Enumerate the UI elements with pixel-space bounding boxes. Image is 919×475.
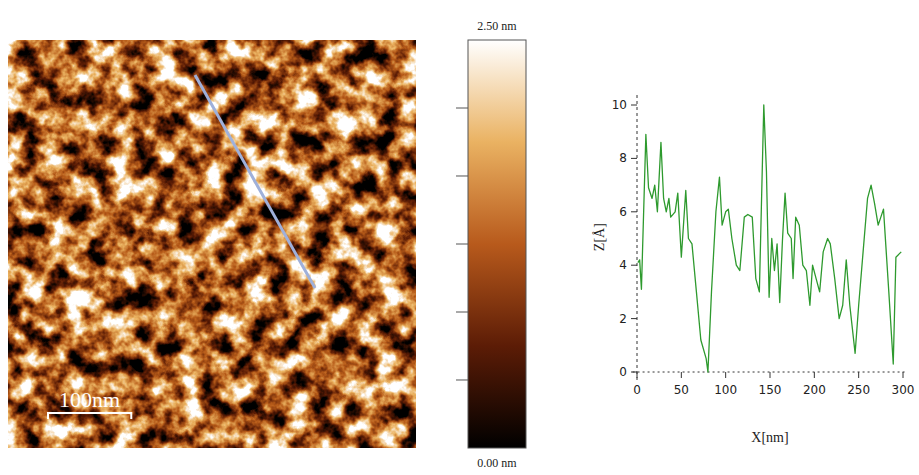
y-axis — [637, 94, 638, 380]
color-bar-tick — [456, 175, 468, 176]
y-tick — [631, 318, 637, 319]
color-bar-label: 0.00 nm — [477, 456, 517, 470]
y-tick-label: 0 — [619, 365, 627, 379]
color-bar-tick — [456, 244, 468, 245]
color-bar-label: 2.50 nm — [477, 19, 517, 33]
x-tick — [637, 372, 638, 378]
y-tick — [631, 158, 637, 159]
x-tick — [858, 372, 859, 378]
y-tick — [631, 105, 637, 106]
x-tick-label: 50 — [674, 383, 689, 397]
color-bar-tick — [456, 379, 468, 380]
x-tick-label: 0 — [633, 383, 641, 397]
y-tick-label: 4 — [619, 258, 627, 272]
color-bar — [468, 40, 526, 448]
x-tick — [725, 372, 726, 378]
y-tick — [631, 211, 637, 212]
y-tick-label: 8 — [619, 151, 627, 165]
scale-bar — [48, 413, 131, 419]
x-tick-label: 250 — [847, 383, 870, 397]
scale-bar-label: 100nm — [59, 387, 120, 412]
x-tick — [681, 372, 682, 378]
y-tick — [631, 265, 637, 266]
color-bar-tick — [456, 312, 468, 313]
x-tick — [903, 372, 904, 378]
x-tick-label: 200 — [803, 383, 826, 397]
x-tick — [814, 372, 815, 378]
figure: 100nm2.50 nm0.00 nm024681005010015020025… — [0, 0, 919, 475]
color-bar-tick — [456, 108, 468, 109]
x-tick-label: 100 — [714, 383, 737, 397]
profile-path — [195, 75, 315, 288]
x-tick-label: 300 — [892, 383, 915, 397]
y-tick-label: 2 — [619, 312, 627, 326]
x-tick — [770, 372, 771, 378]
y-axis-title: Z[Å] — [592, 223, 607, 251]
y-tick-label: 6 — [619, 205, 627, 219]
y-tick — [631, 372, 637, 373]
profile-line — [638, 105, 901, 372]
y-tick-label: 10 — [612, 98, 627, 112]
afm-image — [8, 40, 416, 448]
x-tick-label: 150 — [759, 383, 782, 397]
x-axis-title: X[nm] — [751, 430, 788, 445]
